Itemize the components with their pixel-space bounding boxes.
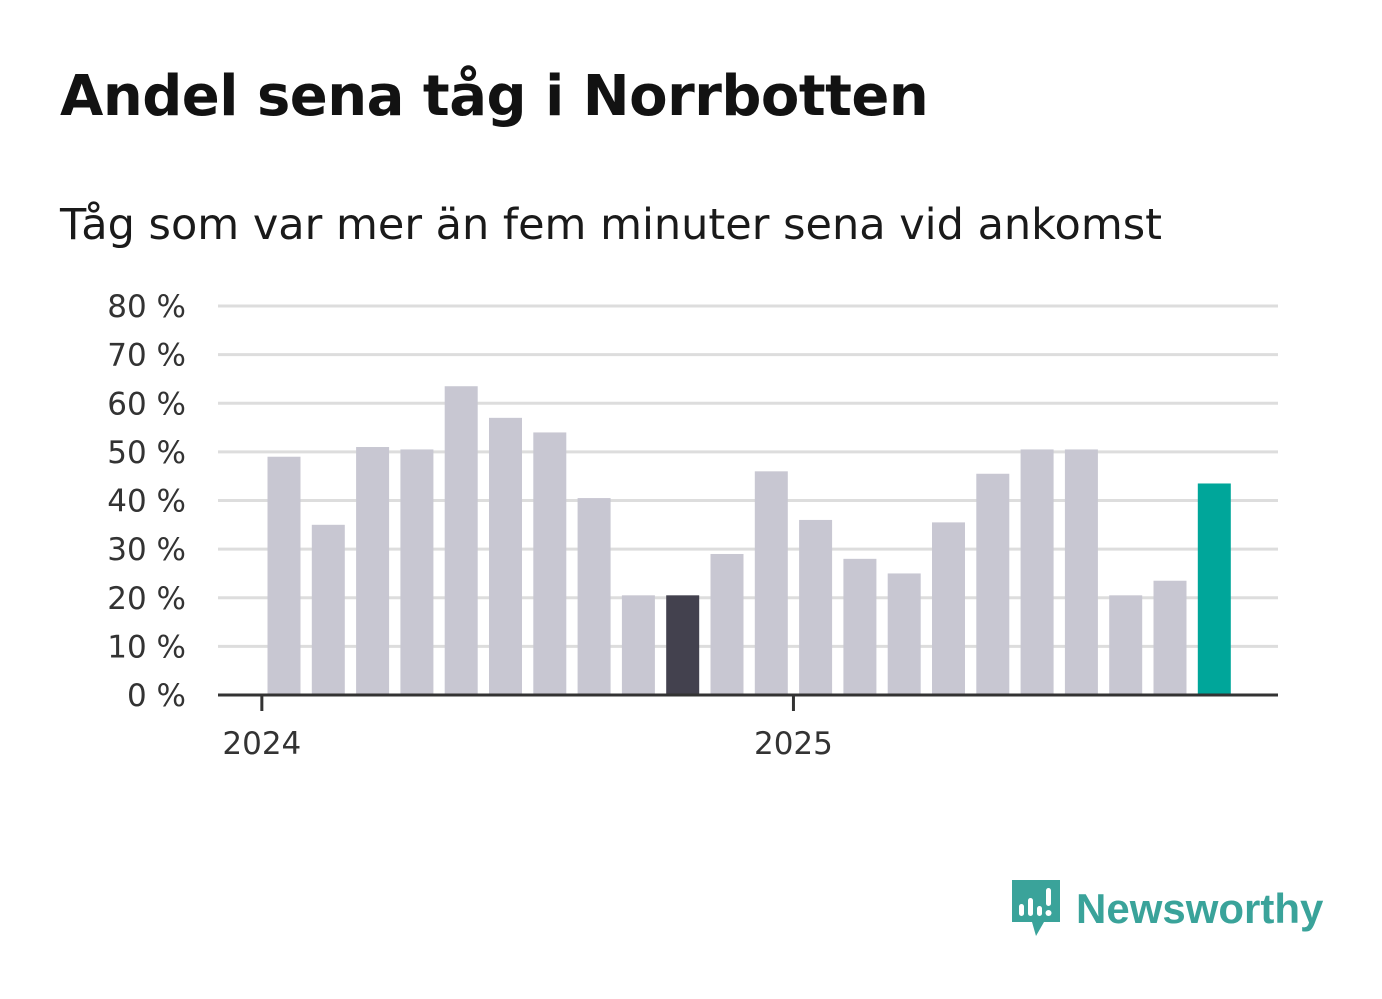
bars [267, 386, 1231, 695]
chart-subtitle: Tåg som var mer än fem minuter sena vid … [60, 200, 1163, 250]
bar-2025-09 [1153, 580, 1187, 695]
axes: 0 % 10 % 20 % 30 % 40 % 50 % 60 % 70 % 80 % 2024 2… [107, 289, 1278, 762]
y-tick-label: 30 % [107, 532, 186, 568]
bar-2024-11 [710, 553, 744, 695]
y-tick-label: 70 % [107, 338, 186, 374]
bar-2024-12 [754, 471, 788, 695]
grid-lines [218, 304, 1278, 648]
bar-2025-06 [1020, 449, 1054, 695]
y-tick-label: 50 % [107, 435, 186, 471]
y-tick-label: 60 % [107, 386, 186, 422]
y-tick-label: 40 % [107, 484, 186, 520]
logo-text: Newsworthy [1076, 885, 1324, 932]
bar-chart-speech-bubble-icon [1012, 880, 1060, 936]
x-tick-label: 2024 [222, 726, 301, 762]
bar-2024-02 [311, 524, 345, 695]
bar-2025-05 [976, 473, 1010, 695]
bar-2024-03 [356, 447, 390, 695]
y-tick-label: 0 % [127, 678, 186, 714]
bar-2024-04 [400, 449, 434, 695]
bar-2024-10 [666, 595, 700, 695]
y-tick-label: 80 % [107, 289, 186, 325]
x-tick-label: 2025 [754, 726, 833, 762]
newsworthy-logo: Newsworthy [1010, 878, 1323, 940]
bar-2025-08 [1109, 595, 1143, 695]
bar-2024-08 [577, 498, 611, 695]
bar-2024-06 [489, 417, 522, 695]
bar-2024-07 [533, 432, 567, 695]
bar-2025-03 [887, 573, 921, 695]
chart-title: Andel sena tåg i Norrbotten [60, 64, 929, 129]
bar-2025-02 [843, 558, 877, 695]
bar-2024-09 [621, 595, 655, 695]
y-tick-label: 20 % [107, 581, 186, 617]
bar-2024-05 [444, 386, 478, 695]
bar-2025-07 [1064, 449, 1098, 695]
bar-2025-10 [1197, 483, 1231, 695]
bar-2024-01 [267, 456, 301, 695]
y-tick-label: 10 % [107, 629, 186, 665]
bar-2025-04 [932, 522, 965, 695]
bar-2025-01 [799, 519, 833, 695]
